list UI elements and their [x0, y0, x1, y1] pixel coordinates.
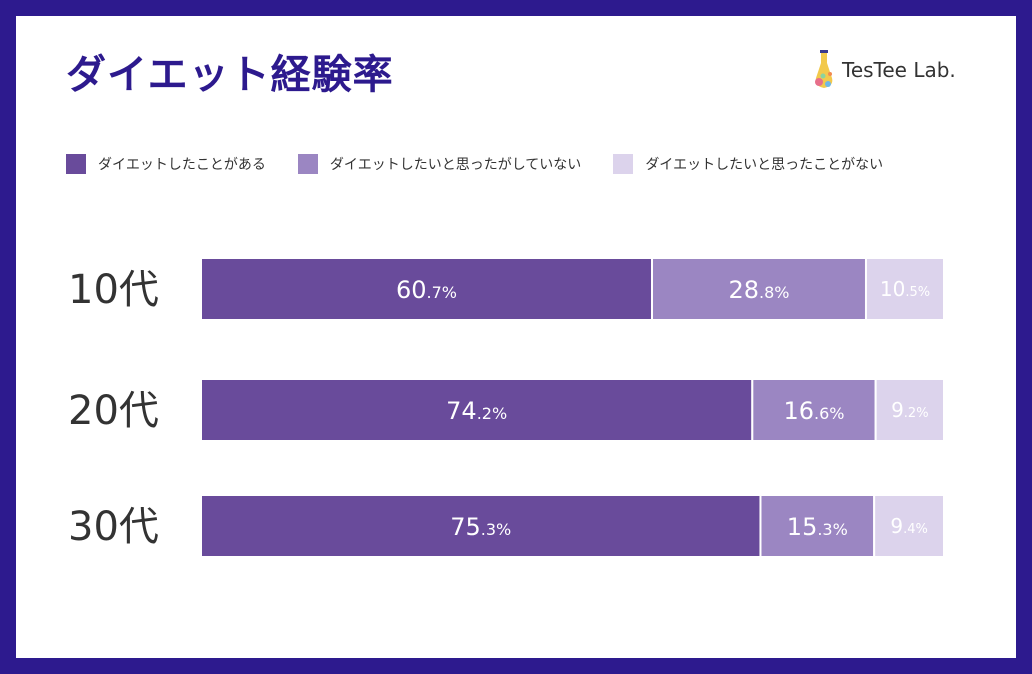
chart-legend: ダイエットしたことがある ダイエットしたいと思ったがしていない ダイエットしたい… — [66, 154, 883, 174]
legend-swatch — [613, 154, 634, 174]
data-label: 10.5% — [880, 277, 930, 301]
category-label: 10代 — [68, 267, 159, 313]
flask-icon — [815, 50, 833, 88]
bar-segment — [751, 378, 877, 442]
bar-segment — [874, 378, 945, 442]
category-label: 30代 — [68, 504, 159, 550]
bar-segment — [200, 494, 762, 558]
brand-name: TesTee Lab. — [842, 58, 956, 82]
data-label: 74.2% — [446, 397, 507, 425]
legend-swatch — [66, 154, 86, 174]
data-label: 16.6% — [783, 397, 844, 425]
bar-segment — [651, 257, 867, 321]
chart-title: ダイエット経験率 — [66, 52, 394, 98]
data-label: 60.7% — [396, 276, 457, 304]
legend-label: ダイエットしたいと思ったことがない — [645, 157, 884, 173]
bar-segment — [200, 257, 654, 321]
legend-label: ダイエットしたいと思ったがしていない — [329, 157, 582, 173]
data-label: 9.4% — [890, 514, 928, 538]
bar-segment — [200, 378, 754, 442]
legend-label: ダイエットしたことがある — [98, 157, 266, 173]
data-label: 75.3% — [450, 513, 511, 541]
category-label: 20代 — [68, 388, 159, 434]
bar-segment — [759, 494, 876, 558]
data-label: 28.8% — [728, 276, 789, 304]
legend-item-never-wanted: ダイエットしたいと思ったことがない — [613, 154, 883, 174]
bar-segment — [864, 257, 945, 321]
legend-item-wanted-not-done: ダイエットしたいと思ったがしていない — [297, 154, 582, 174]
legend-item-experienced: ダイエットしたことがある — [66, 154, 266, 174]
brand-logo: TesTee Lab. — [810, 48, 956, 96]
legend-swatch — [297, 154, 318, 174]
data-label: 9.2% — [891, 398, 929, 422]
bar-segment — [873, 494, 946, 558]
data-label: 15.3% — [787, 513, 848, 541]
